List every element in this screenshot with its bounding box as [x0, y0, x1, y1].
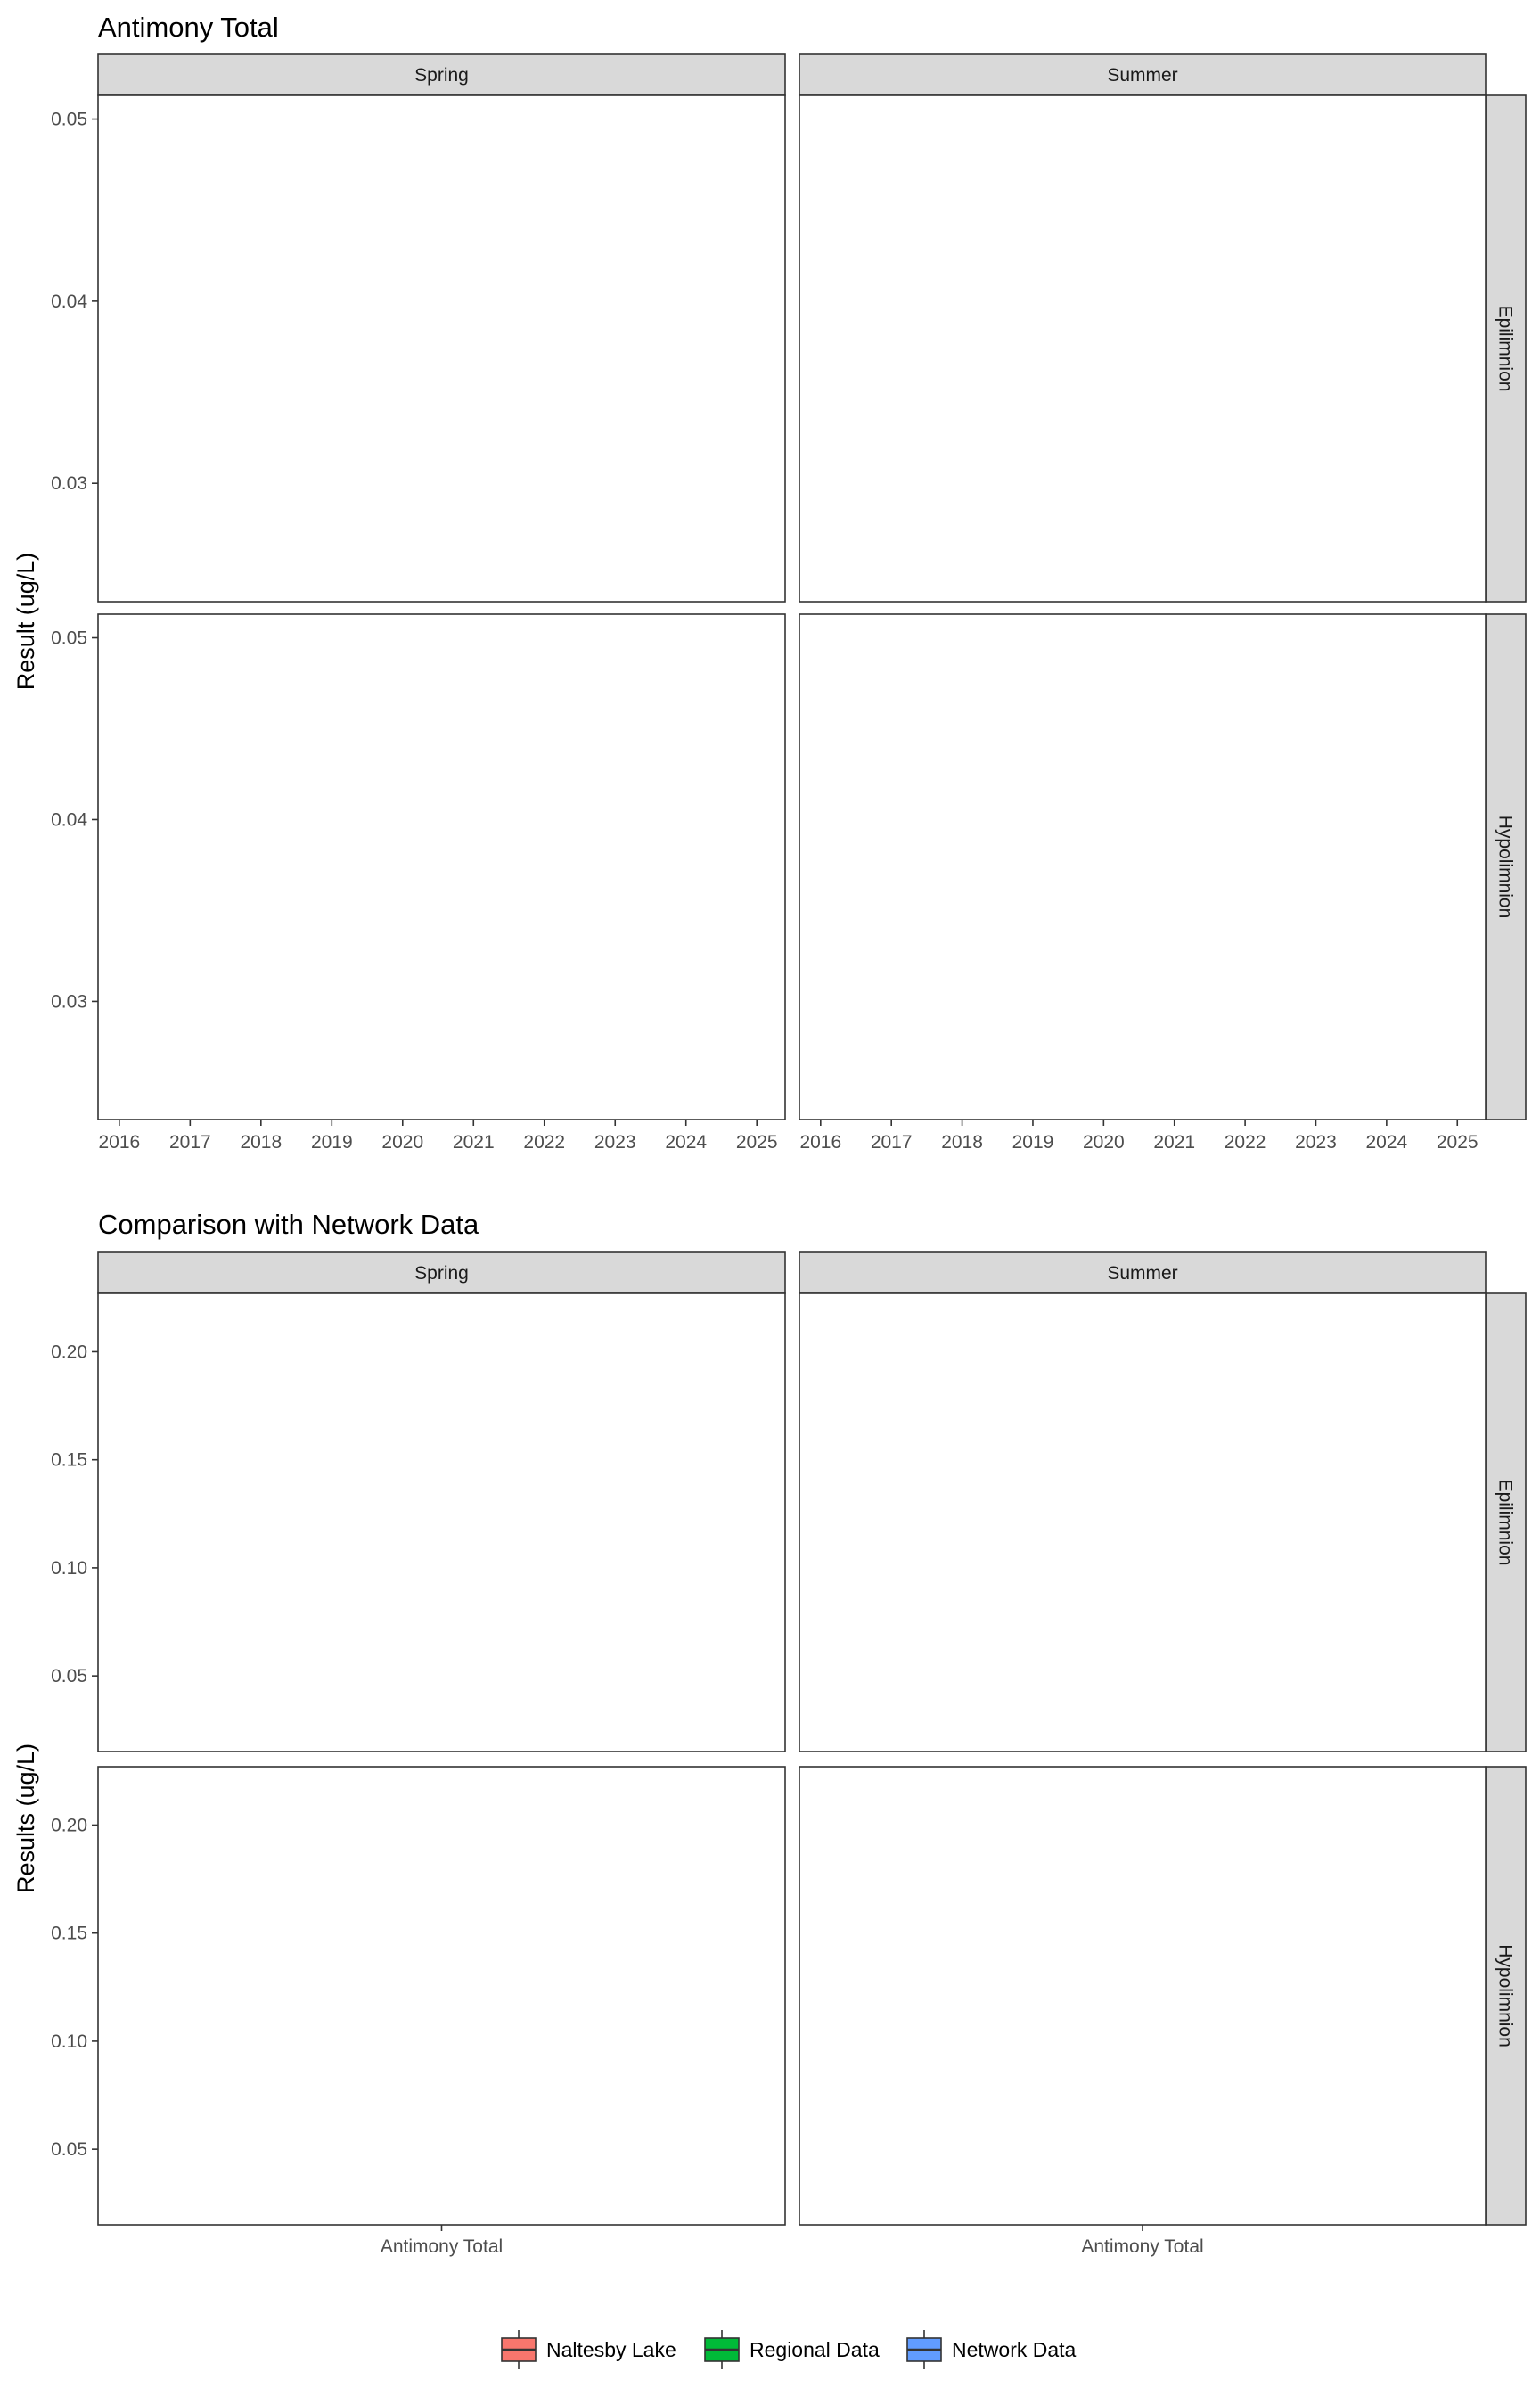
x-tick-label: 2019 — [311, 1132, 353, 1153]
x-tick-label: 2021 — [453, 1132, 495, 1153]
panel-border — [799, 613, 1487, 1120]
panel-border — [97, 1292, 786, 1752]
x-tick-label: Antimony Total — [381, 2236, 503, 2257]
y-tick-label: 0.04 — [51, 809, 87, 830]
strip-label-spring: Spring — [414, 1263, 469, 1284]
x-tick-label: 2025 — [736, 1132, 778, 1153]
x-tick-label: 2024 — [665, 1132, 707, 1153]
x-tick-label: 2016 — [98, 1132, 140, 1153]
panel-border — [799, 1292, 1487, 1752]
x-tick-label: Antimony Total — [1081, 2236, 1203, 2257]
x-tick-label: 2023 — [594, 1132, 636, 1153]
y-tick-label: 0.20 — [51, 1815, 87, 1835]
x-tick-label: 2017 — [871, 1132, 913, 1153]
x-tick-label: 2022 — [523, 1132, 565, 1153]
panel-spring-epilimnion — [97, 1292, 786, 1752]
scatter-chart: Spring Summer Epilimnion Hypolimnion 0.03 0.0… — [51, 53, 1527, 1153]
strip-summer — [799, 1251, 1487, 1294]
legend-item-naltesby-lake: Naltesby Lake — [501, 2330, 676, 2369]
y-tick-label: 0.05 — [51, 2139, 87, 2160]
y-tick-label: 0.03 — [51, 473, 87, 494]
panel-summer-epilimnion — [799, 94, 1487, 603]
strip-label-spring: Spring — [414, 65, 469, 86]
strip-label-epilimnion: Epilimnion — [1495, 1480, 1516, 1566]
y-tick-label: 0.20 — [51, 1342, 87, 1362]
y-tick-label: 0.05 — [51, 1666, 87, 1686]
panel-summer-hypolimnion — [799, 1766, 1487, 2226]
strip-label-summer: Summer — [1107, 1263, 1177, 1284]
legend-label: Regional Data — [750, 2338, 880, 2361]
strip-hypolimnion — [1485, 1766, 1527, 2226]
panel-summer-hypolimnion — [799, 613, 1487, 1120]
panel-spring-hypolimnion — [97, 1766, 786, 2226]
x-tick-label: 2017 — [169, 1132, 211, 1153]
y-axis-title-scatter: Result (ug/L) — [12, 553, 39, 691]
panel-border — [97, 613, 786, 1120]
x-tick-label: 2021 — [1153, 1132, 1195, 1153]
panel-border — [799, 94, 1487, 603]
x-tick-label: 2025 — [1437, 1132, 1479, 1153]
legend-label: Naltesby Lake — [546, 2338, 676, 2361]
strip-spring — [97, 1251, 786, 1294]
legend-item-network-data: Network Data — [906, 2330, 1077, 2369]
y-tick-label: 0.15 — [51, 1450, 87, 1471]
y-axis-title-box: Results (ug/L) — [12, 1744, 39, 1893]
strip-label-summer: Summer — [1107, 65, 1177, 86]
panel-summer-epilimnion — [799, 1292, 1487, 1752]
box-chart: Spring Summer Epilimnion Hypolimnion 0.05 0.1… — [51, 1251, 1527, 2257]
x-tick-label: 2020 — [381, 1132, 423, 1153]
y-tick-label: 0.10 — [51, 1558, 87, 1579]
x-tick-label: 2019 — [1012, 1132, 1054, 1153]
y-tick-label: 0.04 — [51, 291, 87, 312]
strip-label-hypolimnion: Hypolimnion — [1495, 816, 1516, 919]
legend-label: Network Data — [952, 2338, 1077, 2361]
panel-border — [799, 1766, 1487, 2226]
strip-spring — [97, 53, 786, 96]
panel-spring-epilimnion — [97, 94, 786, 603]
legend: Naltesby Lake Regional Data Network Data — [501, 2330, 1077, 2369]
x-tick-label: 2018 — [240, 1132, 282, 1153]
y-tick-label: 0.15 — [51, 1924, 87, 1944]
y-tick-label: 0.10 — [51, 2031, 87, 2052]
panel-spring-hypolimnion — [97, 613, 786, 1120]
strip-hypolimnion — [1485, 613, 1527, 1120]
strip-label-epilimnion: Epilimnion — [1495, 306, 1516, 392]
y-tick-label: 0.05 — [51, 110, 87, 130]
legend-item-regional-data: Regional Data — [704, 2330, 880, 2369]
y-tick-label: 0.03 — [51, 991, 87, 1012]
panel-border — [97, 94, 786, 603]
panel-border — [97, 1766, 786, 2226]
x-tick-label: 2018 — [941, 1132, 983, 1153]
chart-title-box: Comparison with Network Data — [98, 1209, 479, 1240]
chart-title-scatter: Antimony Total — [98, 12, 279, 43]
x-tick-label: 2020 — [1083, 1132, 1125, 1153]
strip-label-hypolimnion: Hypolimnion — [1495, 1944, 1516, 2047]
x-tick-label: 2016 — [799, 1132, 841, 1153]
x-tick-label: 2024 — [1366, 1132, 1408, 1153]
strip-summer — [799, 53, 1487, 96]
y-tick-label: 0.05 — [51, 628, 87, 649]
x-tick-label: 2022 — [1225, 1132, 1266, 1153]
x-tick-label: 2023 — [1295, 1132, 1337, 1153]
